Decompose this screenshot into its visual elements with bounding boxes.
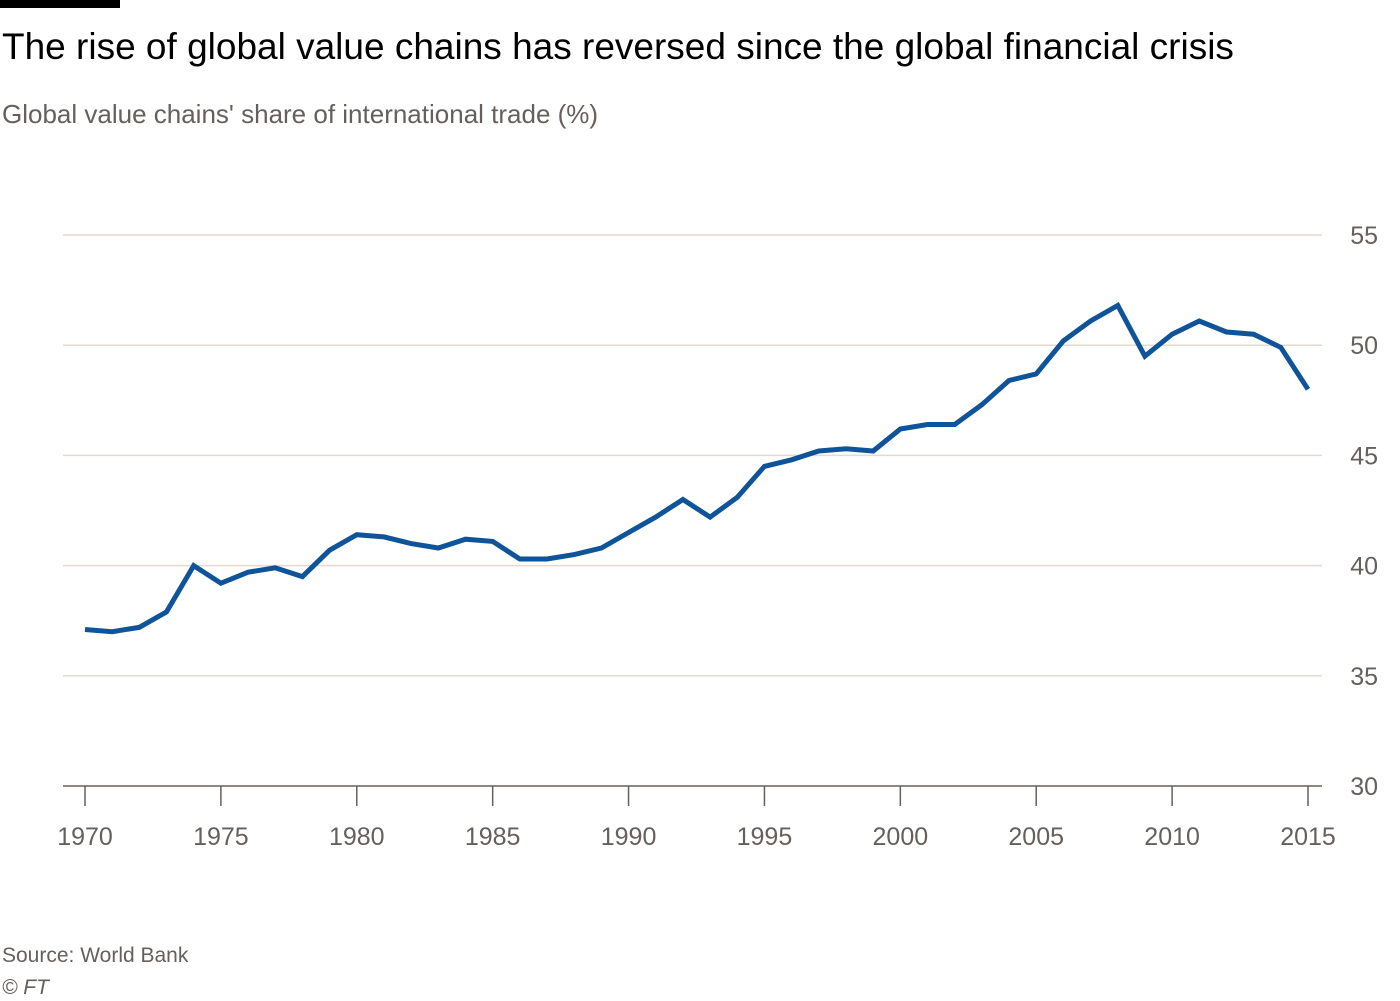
y-tick-label: 55: [1350, 222, 1378, 250]
y-tick-label: 30: [1350, 773, 1378, 801]
series-layer: [84, 302, 1311, 635]
y-tick-label: 45: [1350, 442, 1378, 470]
y-tick-label: 35: [1350, 663, 1378, 691]
y-tick-label: 50: [1350, 332, 1378, 360]
chart-title: The rise of global value chains has reve…: [2, 26, 1234, 67]
top-accent-bar: [0, 0, 120, 8]
y-axis: 30 35 40 45 50 55: [1350, 222, 1378, 801]
x-tick-label: 1995: [737, 823, 793, 851]
chart-subtitle: Global value chains' share of internatio…: [2, 99, 599, 129]
x-axis: 1970 1975 1980 1985 1990 1995 2000 2005 2010 2015: [57, 785, 1336, 851]
series-line-0: [84, 302, 1311, 635]
copyright-note: © FT: [2, 976, 49, 999]
x-tick-label: 1985: [465, 823, 521, 851]
y-tick-label: 40: [1350, 553, 1378, 581]
gridlines: [63, 234, 1322, 677]
x-tick-label: 2010: [1144, 823, 1200, 851]
line-chart: 1970 1975 1980 1985 1990 1995 2000 2005 2010 2015…: [57, 222, 1378, 851]
x-tick-label: 1970: [57, 823, 113, 851]
source-note: Source: World Bank: [2, 944, 189, 967]
x-tick-label: 1980: [329, 823, 385, 851]
x-tick-label: 2000: [873, 823, 929, 851]
x-tick-label: 1975: [193, 823, 249, 851]
x-tick-label: 2005: [1008, 823, 1064, 851]
x-tick-label: 1990: [601, 823, 657, 851]
x-tick-label: 2015: [1280, 823, 1336, 851]
